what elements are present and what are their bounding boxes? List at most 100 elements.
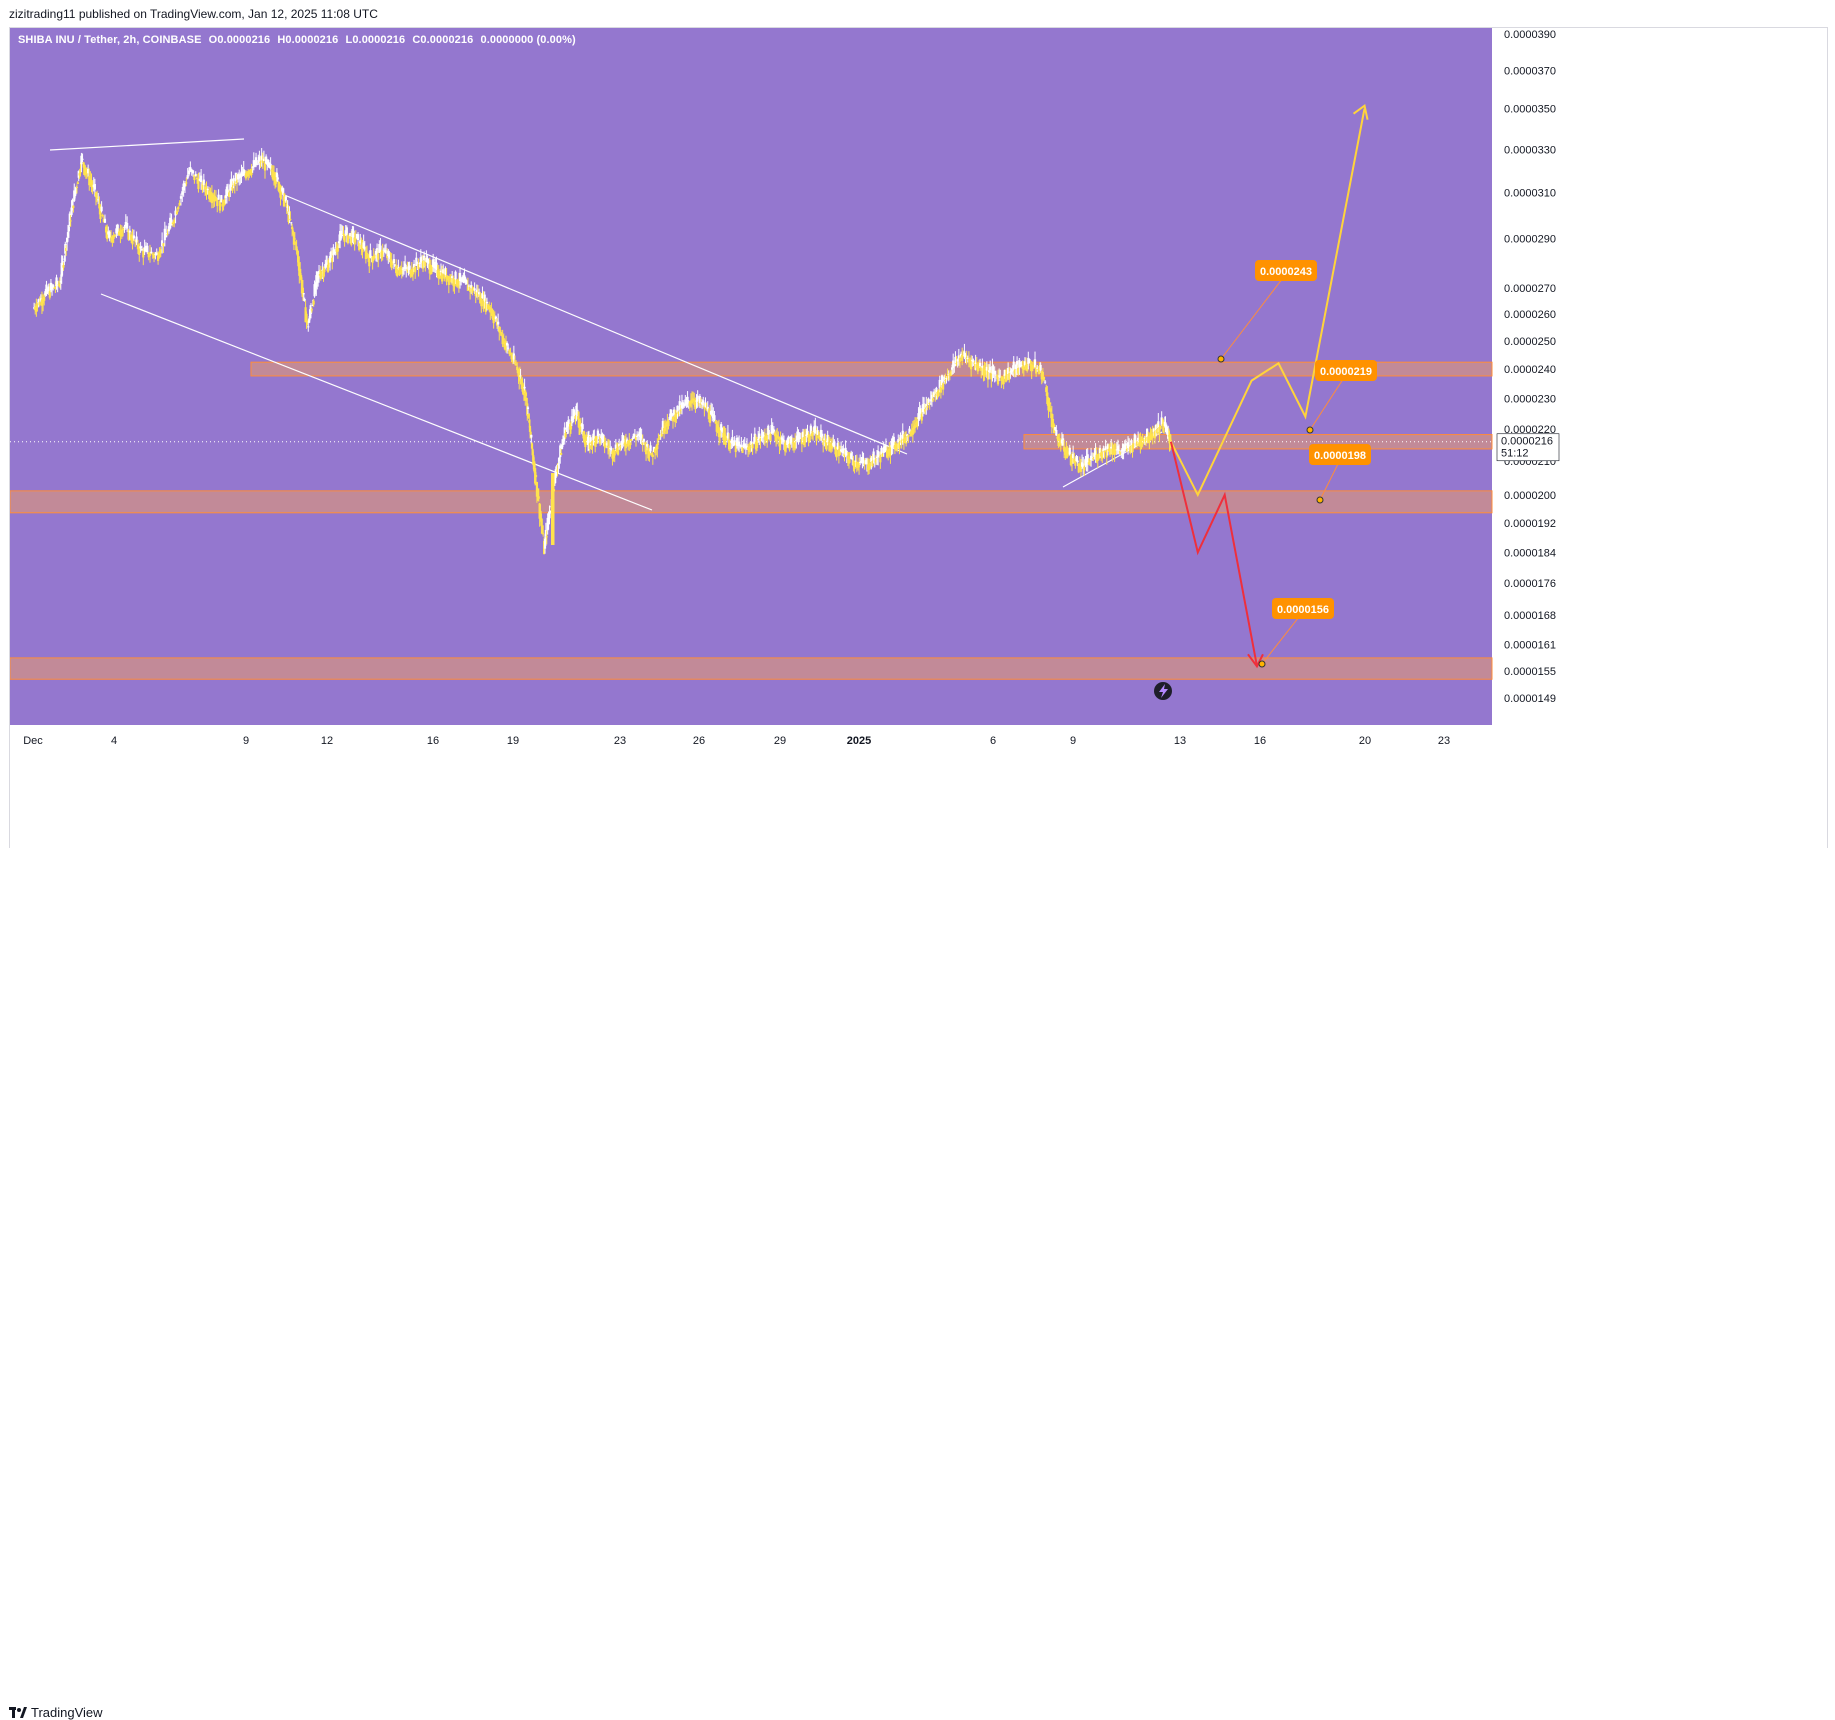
candle-body xyxy=(987,370,991,372)
candle-body xyxy=(151,253,154,255)
candle-body xyxy=(542,533,545,535)
candle-body xyxy=(1078,464,1081,468)
candle-body xyxy=(519,375,522,377)
candle-body xyxy=(44,291,47,296)
candle-body xyxy=(614,444,617,449)
candle-body xyxy=(1159,425,1162,430)
candle-body xyxy=(314,288,317,293)
candle-body xyxy=(1027,357,1030,364)
candle-body xyxy=(70,207,73,216)
candle-body xyxy=(544,529,547,543)
candle-body xyxy=(998,375,1001,377)
candle-body xyxy=(940,375,944,386)
candle-body xyxy=(531,449,534,456)
candle-body xyxy=(173,219,176,224)
candle-body xyxy=(239,175,242,178)
candle-body xyxy=(704,402,707,407)
time-axis-tick-label: 12 xyxy=(321,735,333,747)
candle-body xyxy=(71,199,74,211)
candle-body xyxy=(108,231,111,239)
candle-body xyxy=(644,444,648,455)
candle-body xyxy=(350,236,353,245)
candle-body xyxy=(1022,365,1025,371)
candle-body xyxy=(907,435,910,438)
candle-body xyxy=(387,250,390,257)
candle-body xyxy=(708,412,712,423)
candle-body xyxy=(934,395,937,397)
candle-body xyxy=(698,395,701,403)
candle-body xyxy=(378,244,381,253)
candle-body xyxy=(1083,466,1086,471)
candle-body xyxy=(411,268,415,275)
candle-body xyxy=(809,425,812,434)
candle-body xyxy=(339,230,342,241)
candle-body xyxy=(950,367,954,370)
candle-body xyxy=(99,207,102,220)
candle-body xyxy=(40,299,44,306)
candle-body xyxy=(238,174,241,179)
candle-body xyxy=(345,227,348,235)
candle-body xyxy=(81,158,84,160)
candle-body xyxy=(1093,453,1096,457)
candle-body xyxy=(472,289,475,291)
candle-body xyxy=(861,457,864,464)
candle-body xyxy=(249,169,252,175)
candle-body xyxy=(368,256,371,267)
candle-body xyxy=(564,433,567,438)
candle-body xyxy=(134,240,137,242)
time-axis-tick-label: 2025 xyxy=(847,735,871,747)
candle-body xyxy=(55,277,58,287)
candle-body xyxy=(169,217,172,229)
candle-body xyxy=(355,234,359,239)
candle-body xyxy=(49,282,53,291)
candle-body xyxy=(473,288,476,291)
price-chart[interactable]: 0.0000243 0.0000219 0.0000198 0.0000156 0.00… xyxy=(10,28,1827,848)
candle-body xyxy=(935,387,938,394)
legend-open: O0.0000216 xyxy=(208,34,271,46)
candle-body xyxy=(389,258,392,263)
candle-body xyxy=(873,458,876,460)
candle-body xyxy=(404,263,407,270)
candle-body xyxy=(307,326,310,328)
candle-body xyxy=(761,431,764,438)
candle-body xyxy=(451,276,454,279)
candle-body xyxy=(750,441,753,445)
candle-body xyxy=(1150,434,1153,439)
legend-high: H0.0000216 xyxy=(277,34,339,46)
candle-body xyxy=(891,437,894,447)
candle-body xyxy=(120,229,123,237)
candle-body xyxy=(418,262,421,264)
candle-body xyxy=(282,196,286,207)
candle-body xyxy=(1049,408,1052,412)
callout-box xyxy=(1315,360,1377,381)
tradingview-logo[interactable]: TradingView xyxy=(9,1705,103,1720)
candle-body xyxy=(687,401,690,403)
candle-body xyxy=(581,424,584,430)
candle-body xyxy=(251,166,254,168)
candle-body xyxy=(1002,376,1005,385)
callout-leader xyxy=(1220,269,1290,360)
candle-body xyxy=(762,435,765,437)
candle-body xyxy=(419,257,422,263)
candle-body xyxy=(213,195,216,202)
candle-body xyxy=(1107,448,1111,452)
candle-body xyxy=(930,394,934,400)
candle-body xyxy=(662,428,666,434)
candle-body xyxy=(421,261,425,269)
candle-body xyxy=(1008,373,1011,380)
price-axis-tick-label: 0.0000310 xyxy=(1504,187,1556,199)
candle-body xyxy=(241,171,244,176)
candle-body xyxy=(933,391,936,397)
candle-body xyxy=(147,252,150,258)
candle-body xyxy=(482,299,485,309)
candle-body xyxy=(561,440,565,445)
candle-body xyxy=(432,259,435,267)
candle-body xyxy=(516,369,519,371)
candle-body xyxy=(894,444,898,450)
candle-body xyxy=(100,206,103,212)
candle-body xyxy=(1067,453,1070,455)
candle-body xyxy=(637,434,640,436)
candle-body xyxy=(678,401,681,411)
support-resistance-zone xyxy=(10,657,1493,680)
candle-body xyxy=(890,441,893,448)
